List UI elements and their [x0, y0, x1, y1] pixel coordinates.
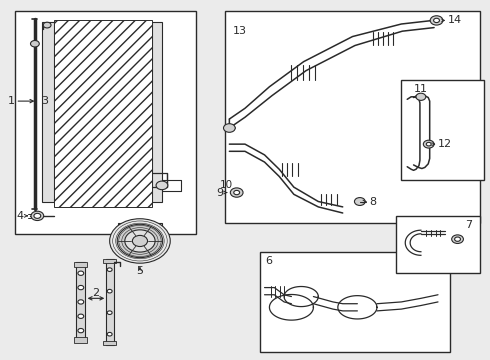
Bar — [260, 252, 450, 352]
Bar — [152, 22, 162, 202]
Circle shape — [78, 314, 84, 319]
Circle shape — [34, 213, 41, 219]
Circle shape — [430, 16, 443, 25]
Bar — [74, 337, 87, 343]
Bar — [225, 12, 480, 223]
Text: 10: 10 — [220, 180, 233, 190]
Circle shape — [223, 124, 235, 132]
Circle shape — [416, 93, 426, 100]
Bar — [42, 22, 54, 202]
Circle shape — [30, 41, 39, 47]
Text: 6: 6 — [266, 256, 272, 266]
Circle shape — [43, 22, 51, 28]
Bar — [106, 259, 114, 345]
Circle shape — [423, 140, 434, 148]
Text: 4: 4 — [16, 211, 23, 221]
Circle shape — [156, 181, 168, 190]
Circle shape — [117, 224, 163, 258]
Circle shape — [31, 211, 44, 221]
Text: 5: 5 — [136, 266, 144, 276]
Text: 9: 9 — [216, 188, 223, 198]
Bar — [103, 259, 116, 263]
Bar — [401, 80, 485, 180]
Circle shape — [132, 235, 147, 247]
Bar — [74, 262, 87, 267]
Text: 2: 2 — [93, 288, 99, 298]
Circle shape — [354, 198, 365, 206]
Bar — [103, 341, 116, 345]
Circle shape — [452, 235, 464, 243]
Bar — [15, 12, 196, 234]
Circle shape — [434, 18, 440, 23]
Circle shape — [78, 271, 84, 275]
Circle shape — [78, 328, 84, 333]
Text: 7: 7 — [465, 220, 472, 230]
Circle shape — [426, 142, 431, 146]
Text: 1: 1 — [8, 96, 15, 106]
Circle shape — [455, 237, 461, 241]
Bar — [396, 216, 480, 273]
Bar — [54, 21, 152, 207]
Text: 11: 11 — [414, 84, 428, 94]
Circle shape — [78, 285, 84, 290]
Circle shape — [107, 289, 112, 293]
Circle shape — [107, 268, 112, 271]
Text: 13: 13 — [233, 26, 247, 36]
Circle shape — [107, 311, 112, 315]
Circle shape — [230, 188, 243, 197]
Circle shape — [110, 219, 170, 263]
Text: 12: 12 — [438, 139, 452, 149]
Bar — [118, 223, 162, 248]
Circle shape — [234, 190, 240, 195]
Text: 3: 3 — [41, 96, 48, 106]
Circle shape — [78, 300, 84, 304]
Circle shape — [125, 230, 155, 252]
Text: 14: 14 — [448, 15, 462, 26]
Bar — [76, 262, 85, 341]
Text: 8: 8 — [369, 197, 377, 207]
Circle shape — [107, 332, 112, 336]
